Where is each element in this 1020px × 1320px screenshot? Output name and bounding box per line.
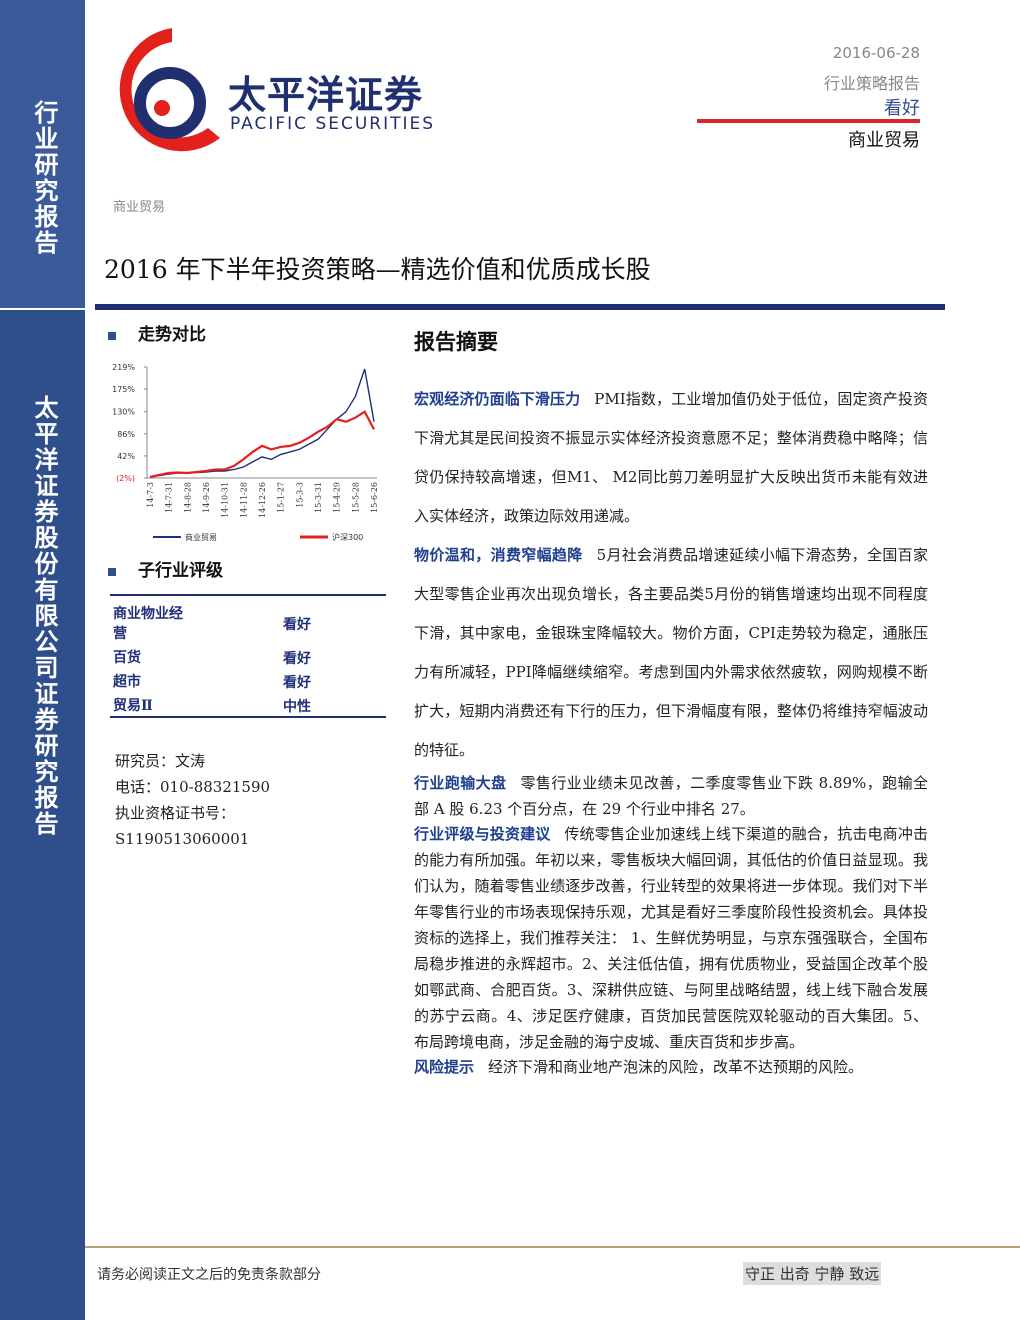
summary-paragraph: 物价温和，消费窄幅趋降 5月社会消费品增速延续小幅下滑态势，全国百家大型零售企业再… (414, 536, 928, 770)
y-tick-label: 175% (112, 385, 135, 394)
sub-industry: 超市 (113, 674, 141, 690)
sub-rating: 中性 (283, 699, 311, 715)
ratings-heading: 子行业评级 (108, 556, 223, 581)
sidebar-bottom-text: 太平洋证券股份有限公司证券研究报告 (30, 395, 59, 837)
summary-paragraph: 行业评级与投资建议 传统零售企业加速线上线下渠道的融合，抗击电商冲击的能力有所加强… (414, 821, 928, 1055)
analyst-line: 执业资格证书号： (115, 804, 236, 822)
summary-heading: 报告摘要 (414, 329, 498, 354)
sidebar-top: 行业研究报告 (0, 0, 85, 308)
y-tick-label: (2%) (116, 474, 135, 483)
series-line (149, 368, 375, 478)
x-tick-label: 14-7-3 (146, 482, 155, 508)
trend-heading-text: 走势对比 (138, 325, 206, 345)
y-tick-label: 86% (117, 430, 135, 439)
rating-line (697, 119, 920, 123)
y-tick-label: 219% (112, 363, 135, 372)
sub-rating: 看好 (283, 651, 311, 667)
trend-heading: 走势对比 (108, 320, 206, 345)
ratings-table: 商业物业经营 看好 百货 看好 超市 看好 贸易Ⅱ 中性 (113, 602, 311, 718)
x-tick-label: 14-11-28 (239, 482, 248, 518)
analyst-info: 研究员：文涛电话：010-88321590 执业资格证书号： S1190513060… (115, 748, 270, 852)
analyst-line: S1190513060001 (115, 830, 250, 848)
x-tick-label: 14-9-26 (202, 482, 211, 513)
x-tick-label: 15-5-28 (351, 482, 360, 513)
sub-industry: 百货 (113, 650, 141, 666)
industry: 商业贸易 (848, 130, 920, 151)
summary: 宏观经济仍面临下滑压力 PMI指数，工业增加值仍处于低位，固定资产投资下滑尤其是民… (414, 380, 928, 1079)
series-line (149, 410, 375, 479)
sub-industry: 贸易Ⅱ (113, 698, 153, 714)
paragraph-text: 传统零售企业加速线上线下渠道的融合，抗击电商冲击的能力有所加强。年初以来，零售板… (414, 825, 928, 1051)
footer-rule (85, 1246, 1020, 1248)
rating-row: 百货 看好 (113, 646, 311, 670)
logo (119, 28, 220, 152)
report-type: 行业策略报告 (823, 74, 920, 93)
date: 2016-06-28 (832, 44, 920, 62)
table-bottom-rule (110, 716, 386, 718)
sidebar-top-text: 行业研究报告 (30, 100, 59, 256)
sidebar-bottom: 太平洋证券股份有限公司证券研究报告 (0, 310, 85, 1320)
y-tick-label: 130% (112, 408, 135, 417)
motto: 守正 出奇 宁静 致远 (743, 1262, 882, 1285)
analyst-line: 电话：010-88321590 (115, 778, 271, 796)
brand-en: PACIFIC SECURITIES (230, 114, 436, 134)
x-tick-label: 14-7-31 (165, 482, 174, 513)
disclaimer: 请务必阅读正文之后的免责条款部分 (97, 1267, 321, 1283)
x-tick-label: 15-3-3 (295, 482, 304, 508)
sub-rating: 看好 (283, 675, 311, 691)
summary-paragraph: 风险提示 经济下滑和商业地产泡沫的风险，改革不达预期的风险。 (414, 1054, 928, 1080)
logo-dot (154, 100, 170, 116)
x-tick-label: 14-12-26 (258, 482, 267, 518)
paragraph-text: 零售行业业绩未见改善，二季度零售业下跌 8.89%，跑输全部 A 股 6.23 … (414, 774, 928, 818)
paragraph-lead: 物价温和，消费窄幅趋降 (414, 546, 583, 564)
paragraph-text: 5月社会消费品增速延续小幅下滑态势，全国百家大型零售企业再次出现负增长，各主要品… (414, 546, 928, 759)
brand-cn: 太平洋证券 (228, 73, 424, 117)
x-tick-label: 15-3-31 (314, 482, 323, 513)
paragraph-text: PMI指数，工业增加值仍处于低位，固定资产投资下滑尤其是民间投资不振显示实体经济… (414, 390, 928, 525)
sub-rating: 看好 (283, 617, 311, 633)
ratings-heading-text: 子行业评级 (138, 561, 223, 581)
paragraph-text: 经济下滑和商业地产泡沫的风险，改革不达预期的风险。 (488, 1058, 864, 1076)
x-tick-label: 15-1-27 (277, 482, 286, 513)
title-rule (95, 304, 945, 310)
rating-row: 贸易Ⅱ 中性 (113, 694, 311, 718)
logo-ring (134, 67, 206, 139)
trend-chart: 219% 175% 130% 86% 42% (2%) 14-7-3 14-7-31 14-8-… (112, 363, 379, 542)
x-tick-label: 15-6-26 (370, 482, 379, 513)
legend-label: 沪深300 (332, 532, 363, 542)
x-tick-label: 14-10-31 (221, 482, 230, 518)
analyst-line: 研究员：文涛 (115, 752, 206, 770)
paragraph-lead: 行业评级与投资建议 (414, 825, 551, 843)
x-tick-label: 15-4-29 (333, 482, 342, 513)
x-tick-label: 14-8-28 (183, 482, 192, 513)
logo-arc (119, 28, 220, 152)
legend-label: 商业贸易 (185, 532, 217, 542)
rating-row: 超市 看好 (113, 670, 311, 694)
sub-industry: 商业物业经营 (113, 606, 183, 642)
table-top-rule (110, 594, 386, 596)
rating-row: 商业物业经营 看好 (113, 602, 311, 646)
paragraph-lead: 风险提示 (414, 1058, 475, 1076)
summary-paragraph: 行业跑输大盘 零售行业业绩未见改善，二季度零售业下跌 8.89%，跑输全部 A 股… (414, 770, 928, 822)
title: 2016 年下半年投资策略—精选价值和优质成长股 (104, 255, 651, 284)
category: 商业贸易 (113, 200, 166, 215)
paragraph-lead: 宏观经济仍面临下滑压力 (414, 390, 581, 408)
summary-paragraph: 宏观经济仍面临下滑压力 PMI指数，工业增加值仍处于低位，固定资产投资下滑尤其是民… (414, 380, 928, 536)
rating: 看好 (884, 98, 920, 119)
y-tick-label: 42% (117, 452, 135, 461)
paragraph-lead: 行业跑输大盘 (414, 774, 507, 792)
